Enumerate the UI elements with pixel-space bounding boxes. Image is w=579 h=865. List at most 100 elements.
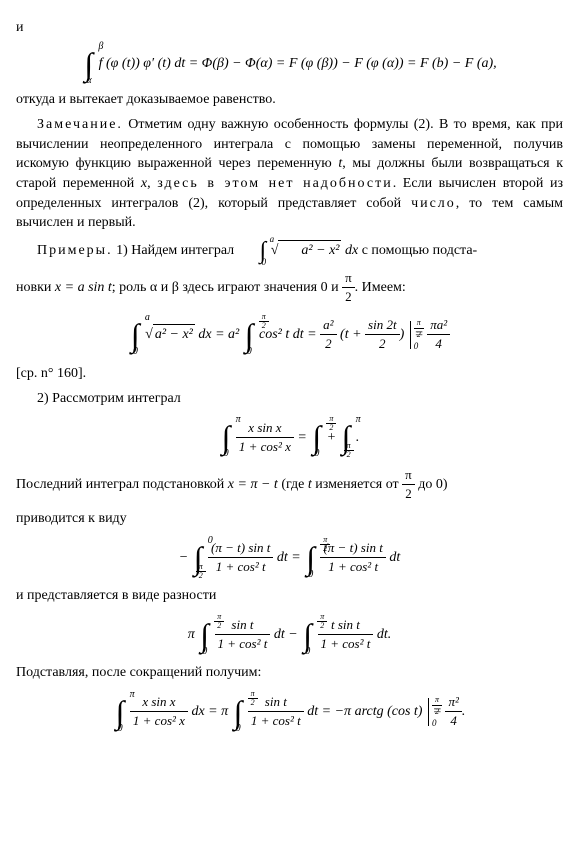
conclusion: откуда и вытекает доказываемое равенство… bbox=[16, 90, 563, 110]
ex1-sub: x = a sin t bbox=[55, 280, 112, 295]
minus: − bbox=[288, 627, 301, 642]
frac-a2-2: a²2 bbox=[320, 316, 336, 353]
eval-bar: π2 0 bbox=[428, 698, 429, 726]
den: 1 + cos² t bbox=[320, 558, 385, 576]
eq: = bbox=[291, 550, 304, 565]
dot: . bbox=[356, 430, 360, 445]
equation-3: − ∫ 0 π2 (π − t) sin t1 + cos² t dt = ∫ … bbox=[16, 539, 563, 576]
frac-sin2t: sin 2t2 bbox=[365, 316, 400, 353]
minus: − bbox=[179, 550, 188, 565]
integral-icon: ∫ π2 0 bbox=[303, 619, 312, 651]
dt: dt bbox=[274, 627, 285, 642]
frac-pi-2: π2 bbox=[402, 466, 415, 503]
num: a² bbox=[320, 316, 336, 335]
dot: . bbox=[462, 704, 466, 719]
ex2-last-t: Последний интеграл подстановкой bbox=[16, 477, 228, 492]
integral-icon: ∫ π2 0 bbox=[245, 319, 254, 351]
int-lower: 0 bbox=[224, 449, 229, 459]
num: πa² bbox=[427, 316, 450, 335]
integral-icon: ∫ π2 0 bbox=[234, 696, 243, 728]
den: 2 bbox=[402, 485, 415, 503]
equation-1: ∫ β α f (φ (t)) φ′ (t) dt = Φ(β) − Φ(α) … bbox=[16, 48, 563, 80]
dt: dt bbox=[389, 550, 400, 565]
dot: . bbox=[388, 627, 392, 642]
eq1-body: f (φ (t)) φ′ (t) dt = Φ(β) − Φ(α) = F (φ… bbox=[99, 56, 497, 71]
integrand: x sin x1 + cos² x bbox=[236, 419, 294, 456]
int-lower: 0 bbox=[314, 449, 319, 459]
integral-icon: ∫ π2 0 bbox=[306, 542, 315, 574]
example-2: 2) Рассмотрим интеграл bbox=[16, 389, 563, 409]
integral-icon: ∫ π2 0 bbox=[200, 619, 209, 651]
den: 2 bbox=[342, 288, 355, 306]
int-upper: π bbox=[130, 690, 135, 700]
den: 2 bbox=[320, 335, 336, 353]
remark: Замечание. Отметим одну важную особеннос… bbox=[16, 115, 563, 233]
remark-label: Замечание. bbox=[37, 117, 123, 132]
equation-ex2: ∫ π 0 x sin x1 + cos² x = ∫ π2 0 + ∫ π π… bbox=[16, 419, 563, 456]
num: sin 2t bbox=[365, 316, 400, 335]
den: 1 + cos² x bbox=[236, 438, 294, 456]
equation-4: π ∫ π2 0 sin t1 + cos² t dt − ∫ π2 0 t s… bbox=[16, 616, 563, 653]
spaced-1: здесь в этом нет надобности bbox=[157, 176, 393, 191]
num: π bbox=[402, 466, 415, 485]
paren-3: до 0) bbox=[415, 477, 448, 492]
den: 4 bbox=[427, 335, 450, 353]
sqrt-body: a² − x² bbox=[278, 240, 341, 261]
remark-t3: , bbox=[147, 176, 157, 191]
eval-bar: π2 0 bbox=[410, 321, 411, 349]
arctg: dt = −π arctg (cos t) bbox=[307, 704, 422, 719]
int-lower: 0 bbox=[133, 347, 138, 357]
den: 1 + cos² x bbox=[130, 712, 188, 730]
den: 1 + cos² t bbox=[318, 635, 374, 653]
int-upper: 0 bbox=[208, 536, 213, 546]
paren-open: (где bbox=[278, 477, 308, 492]
pi: π bbox=[188, 627, 195, 642]
integral-icon: ∫ π π2 bbox=[342, 421, 351, 453]
int-lower: 0 bbox=[247, 347, 252, 357]
ex1-b: с помощью подста- bbox=[362, 243, 478, 258]
ref-160: [ср. n° 160]. bbox=[16, 364, 563, 384]
int-upper: π bbox=[236, 415, 241, 425]
sub-xpit: x = π − t bbox=[228, 477, 278, 492]
den: 4 bbox=[445, 712, 461, 730]
eval-lower: 0 bbox=[432, 717, 437, 730]
dt: dt bbox=[277, 550, 288, 565]
examples-1: Примеры. 1) Найдем интеграл ∫ a 0 √a² − … bbox=[16, 239, 563, 263]
eval-lower: 0 bbox=[414, 340, 419, 353]
int-lower: π2 bbox=[196, 563, 206, 580]
dt: dt bbox=[377, 627, 388, 642]
int-lower: α bbox=[86, 76, 91, 86]
frac-result: πa²4 bbox=[427, 316, 450, 353]
num: (π − t) sin t bbox=[320, 539, 385, 558]
line-i: и bbox=[16, 18, 563, 38]
integral-icon: ∫ π 0 bbox=[222, 421, 231, 453]
frac-pi-2: π2 bbox=[342, 269, 355, 306]
integral-icon: ∫ π2 0 bbox=[312, 421, 321, 453]
equation-5: ∫ π 0 x sin x1 + cos² x dx = π ∫ π2 0 si… bbox=[16, 693, 563, 730]
int-lower: 0 bbox=[202, 647, 207, 657]
num: π² bbox=[445, 693, 461, 712]
int-upper: a bbox=[145, 313, 150, 323]
ex2-last: Последний интеграл подстановкой x = π − … bbox=[16, 466, 563, 503]
num: (π − t) sin t bbox=[208, 539, 273, 558]
paren-2: изменяется от bbox=[312, 477, 402, 492]
den: 1 + cos² t bbox=[248, 712, 304, 730]
equation-big1: ∫ a 0 √a² − x² dx = a² ∫ π2 0 cos² t dt … bbox=[16, 316, 563, 353]
den: 1 + cos² t bbox=[215, 635, 271, 653]
ex1-line2: новки x = a sin t; роль α и β здесь игра… bbox=[16, 269, 563, 306]
integral-icon: ∫ a 0 bbox=[239, 239, 267, 263]
int-upper: π2 bbox=[320, 536, 330, 553]
den: 2 bbox=[365, 335, 400, 353]
spaced-2: число bbox=[411, 196, 456, 211]
ex1-a: 1) Найдем интеграл bbox=[113, 243, 238, 258]
dx: dx bbox=[341, 243, 358, 258]
dx: dx = π bbox=[191, 704, 228, 719]
integral-icon: ∫ π 0 bbox=[116, 696, 125, 728]
den: 1 + cos² t bbox=[208, 558, 273, 576]
int-upper: a bbox=[249, 235, 275, 244]
int-upper: π2 bbox=[317, 613, 327, 630]
sqrt: a² − x² bbox=[153, 324, 195, 345]
integral-sign: ∫ β α bbox=[84, 48, 93, 80]
int-lower: π2 bbox=[344, 442, 354, 459]
int-lower: 0 bbox=[305, 647, 310, 657]
